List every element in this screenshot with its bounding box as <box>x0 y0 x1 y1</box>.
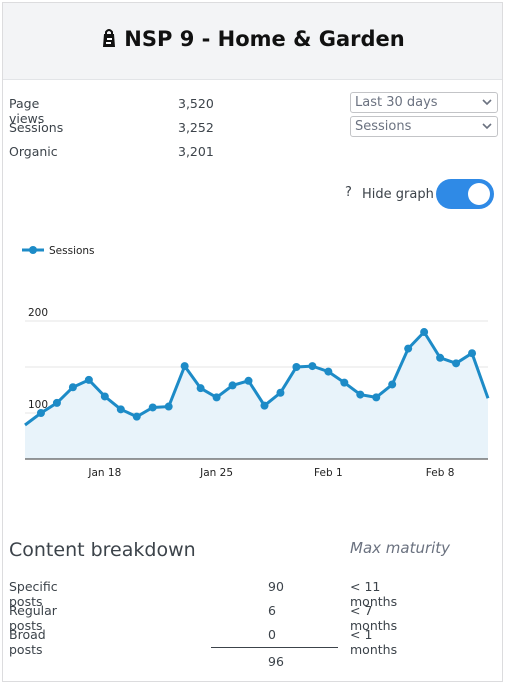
data-point <box>84 375 93 384</box>
date-range-select[interactable]: Last 30 days <box>350 92 498 113</box>
chevron-down-icon <box>481 118 493 140</box>
widget-card: NSP 9 - Home & Garden Page views 3,520 S… <box>2 2 503 682</box>
stat-value: 3,252 <box>178 120 214 135</box>
metric-select[interactable]: Sessions <box>350 116 498 137</box>
legend-label: Sessions <box>49 245 95 257</box>
data-point <box>388 380 397 389</box>
help-icon[interactable]: ? <box>345 185 352 200</box>
bag-icon <box>100 28 118 53</box>
data-point <box>244 376 253 385</box>
hide-graph-toggle[interactable] <box>436 179 494 209</box>
data-point <box>116 405 125 414</box>
data-point <box>228 381 237 390</box>
breakdown-maturity: < 1 months <box>350 627 398 657</box>
sessions-chart: Sessions 100 200 Jan 18 Jan 25 Feb 1 Feb 8 <box>10 235 490 489</box>
data-point <box>148 403 157 412</box>
breakdown-label: Regular posts <box>9 603 57 633</box>
x-tick-label: Jan 18 <box>87 467 121 479</box>
data-point <box>324 367 333 376</box>
chart-svg: Sessions 100 200 Jan 18 Jan 25 Feb 1 Feb 8 <box>22 245 490 479</box>
date-range-value: Last 30 days <box>355 95 438 110</box>
toggle-knob <box>468 183 490 205</box>
data-point <box>68 383 77 392</box>
breakdown-total: 96 <box>268 654 284 669</box>
data-point <box>164 402 173 411</box>
data-point <box>212 393 221 402</box>
y-tick-label: 100 <box>28 399 48 411</box>
total-divider <box>211 647 338 648</box>
content-breakdown-title: Content breakdown <box>9 539 196 561</box>
stat-label: Organic <box>9 144 58 159</box>
max-maturity-label: Max maturity <box>350 539 451 557</box>
data-point <box>180 362 189 371</box>
data-point <box>196 384 205 393</box>
breakdown-value: 0 <box>268 627 276 642</box>
data-point <box>340 378 349 387</box>
widget-title: NSP 9 - Home & Garden <box>3 27 502 53</box>
data-point <box>276 388 285 397</box>
chart-legend: Sessions <box>22 245 95 257</box>
data-point <box>36 409 45 417</box>
y-tick-label: 200 <box>28 307 48 319</box>
x-tick-label: Feb 1 <box>314 467 343 479</box>
data-point <box>436 353 445 362</box>
x-tick-label: Feb 8 <box>426 467 455 479</box>
sessions-points <box>36 328 477 421</box>
hide-graph-label: Hide graph <box>362 187 434 202</box>
stat-label: Sessions <box>9 120 64 135</box>
stat-value: 3,520 <box>178 96 214 111</box>
x-tick-label: Jan 25 <box>199 467 233 479</box>
data-point <box>52 398 61 407</box>
breakdown-value: 90 <box>268 579 284 594</box>
data-point <box>132 412 141 421</box>
widget-header: NSP 9 - Home & Garden <box>3 3 502 80</box>
x-axis-ticks: Jan 18 Jan 25 Feb 1 Feb 8 <box>87 467 454 479</box>
stat-value: 3,201 <box>178 144 214 159</box>
breakdown-maturity: < 7 months <box>350 603 398 633</box>
metric-value: Sessions <box>355 119 412 134</box>
data-point <box>468 349 477 358</box>
data-point <box>404 344 413 353</box>
data-point <box>356 390 365 399</box>
data-point <box>100 392 109 401</box>
breakdown-value: 6 <box>268 603 276 618</box>
widget-title-text: NSP 9 - Home & Garden <box>124 27 405 51</box>
breakdown-label: Broad posts <box>9 627 46 657</box>
legend-swatch-marker <box>29 246 37 254</box>
data-point <box>292 363 301 371</box>
data-point <box>452 359 461 368</box>
y-axis-ticks: 100 200 <box>28 307 48 411</box>
data-point <box>372 393 381 402</box>
breakdown-maturity: < 11 months <box>350 579 398 609</box>
data-point <box>308 362 317 371</box>
data-point <box>420 328 429 337</box>
stat-label: Page views <box>9 96 45 126</box>
chevron-down-icon <box>481 94 493 116</box>
breakdown-label: Specific posts <box>9 579 58 609</box>
data-point <box>260 401 269 410</box>
